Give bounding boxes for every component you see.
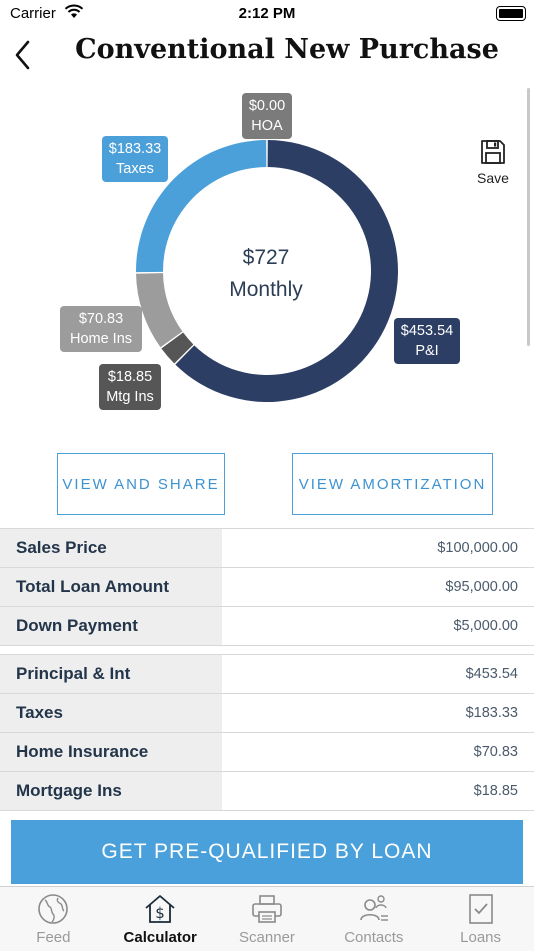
tab-label: Contacts [344, 929, 404, 946]
row-value: $18.85 [473, 783, 518, 799]
row-label: Taxes [0, 694, 222, 732]
tab-contacts[interactable]: Contacts [320, 887, 427, 951]
table-row: Mortgage Ins $18.85 [0, 772, 534, 811]
pi-name: P&I [415, 343, 439, 359]
back-chevron-icon[interactable] [10, 34, 40, 74]
row-value: $70.83 [473, 744, 518, 760]
printer-icon [252, 895, 282, 923]
home-ins-bubble: $70.83 Home Ins [60, 306, 142, 352]
save-label: Save [477, 170, 509, 186]
wifi-icon [64, 4, 84, 18]
row-label: Total Loan Amount [0, 568, 222, 606]
donut-slice-taxes [136, 140, 267, 273]
tab-scanner[interactable]: Scanner [214, 887, 321, 951]
taxes-value: $183.33 [108, 141, 162, 157]
table-row: Taxes $183.33 [0, 694, 534, 733]
tab-calculator[interactable]: $ Calculator [107, 887, 214, 951]
tab-label: Scanner [239, 929, 295, 946]
view-and-share-button[interactable]: VIEW AND SHARE [57, 453, 225, 515]
save-button[interactable]: Save [470, 138, 516, 186]
row-value: $5,000.00 [453, 618, 518, 634]
clock: 2:12 PM [238, 5, 296, 22]
page-title: Conventional New Purchase [75, 34, 499, 65]
row-value: $95,000.00 [445, 579, 518, 595]
monthly-label: Monthly [229, 278, 303, 301]
contacts-icon [359, 895, 388, 921]
tab-label: Feed [36, 929, 71, 946]
row-label: Mortgage Ins [0, 772, 222, 810]
home-ins-name: Home Ins [69, 331, 133, 347]
scroll-indicator [527, 88, 530, 346]
house-dollar-icon: $ [145, 895, 175, 923]
payment-breakdown-table: Principal & Int $453.54 Taxes $183.33 Ho… [0, 654, 534, 811]
carrier-label: Carrier [10, 5, 56, 22]
tab-label: Loans [460, 929, 502, 946]
hoa-value: $0.00 [248, 98, 286, 114]
tab-bar: Feed $ Calculator Scanner Contacts [0, 886, 534, 951]
row-label: Principal & Int [0, 655, 222, 693]
mtg-ins-value: $18.85 [107, 369, 153, 385]
document-check-icon [468, 894, 493, 924]
hoa-name: HOA [251, 118, 283, 134]
table-row: Down Payment $5,000.00 [0, 607, 534, 646]
monthly-total: $727 [242, 246, 290, 269]
row-value: $100,000.00 [437, 540, 518, 556]
tab-feed[interactable]: Feed [0, 887, 107, 951]
globe-icon [38, 894, 69, 924]
svg-text:$: $ [155, 904, 165, 922]
row-value: $183.33 [465, 705, 518, 721]
taxes-name: Taxes [116, 161, 154, 177]
view-amortization-button[interactable]: VIEW AMORTIZATION [292, 453, 493, 515]
row-label: Down Payment [0, 607, 222, 645]
donut-slice-home-ins [136, 273, 183, 348]
table-row: Total Loan Amount $95,000.00 [0, 568, 534, 607]
row-value: $453.54 [465, 666, 518, 682]
tab-loans[interactable]: Loans [427, 887, 534, 951]
home-ins-value: $70.83 [78, 311, 124, 327]
row-label: Home Insurance [0, 733, 222, 771]
pi-bubble: $453.54 P&I [394, 318, 460, 364]
donut-slice-mtg-ins [161, 332, 194, 364]
status-bar: Carrier 2:12 PM [0, 0, 534, 30]
loan-summary-table: Sales Price $100,000.00 Total Loan Amoun… [0, 528, 534, 646]
get-prequalified-button[interactable]: GET PRE-QUALIFIED BY LOAN [11, 820, 523, 884]
tab-label: Calculator [123, 929, 197, 946]
taxes-bubble: $183.33 Taxes [102, 136, 168, 182]
row-label: Sales Price [0, 529, 222, 567]
hoa-bubble: $0.00 HOA [242, 93, 292, 139]
mtg-ins-name: Mtg Ins [106, 389, 154, 405]
battery-icon [496, 6, 526, 21]
table-row: Principal & Int $453.54 [0, 655, 534, 694]
pi-value: $453.54 [400, 323, 454, 339]
mtg-ins-bubble: $18.85 Mtg Ins [99, 364, 161, 410]
table-row: Sales Price $100,000.00 [0, 529, 534, 568]
floppy-disk-icon [481, 140, 505, 164]
table-row: Home Insurance $70.83 [0, 733, 534, 772]
donut-slice-p-i [175, 140, 399, 403]
payment-donut-chart [136, 140, 399, 403]
